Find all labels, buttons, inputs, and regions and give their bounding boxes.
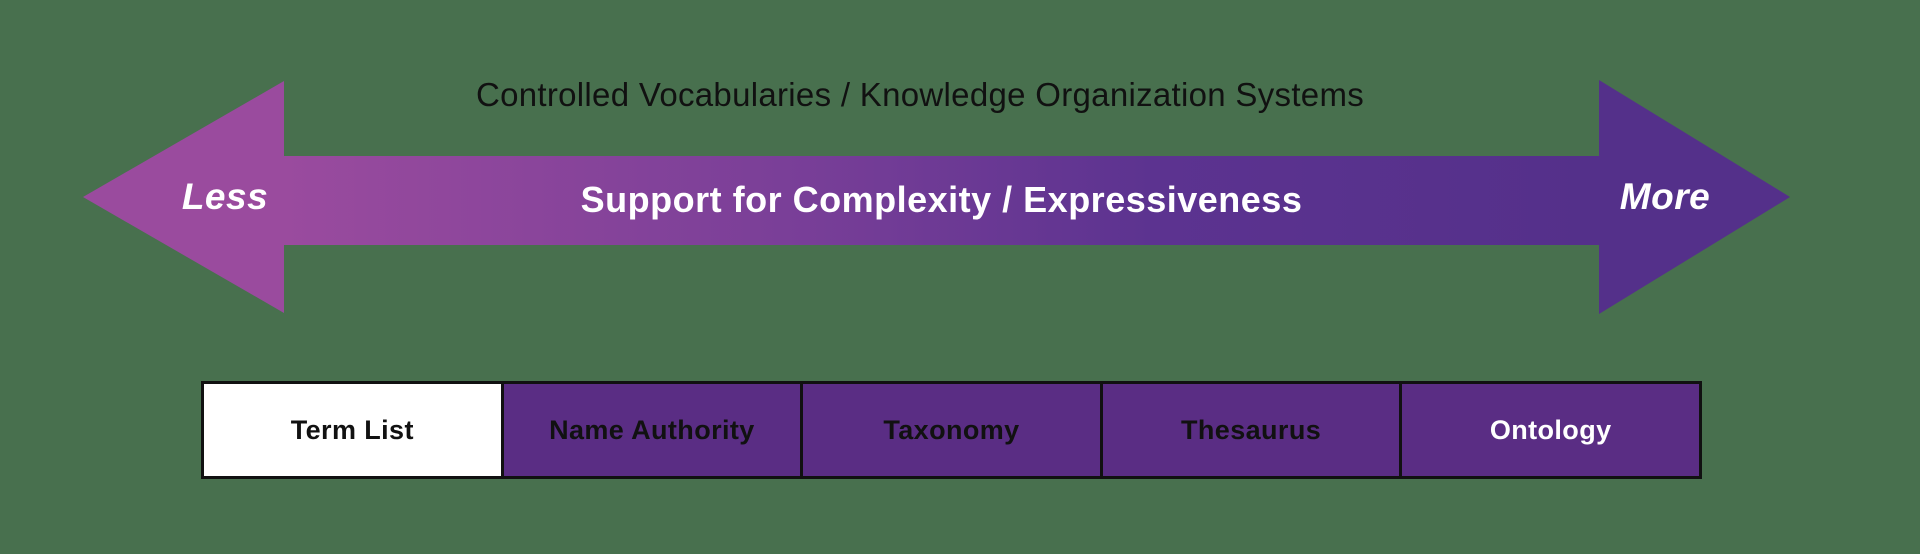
box-thesaurus: Thesaurus [1099, 384, 1400, 476]
arrow-shaft: Support for Complexity / Expressiveness [283, 156, 1600, 245]
arrow-less-label: Less [181, 176, 269, 217]
diagram-title: Controlled Vocabularies / Knowledge Orga… [475, 76, 1365, 113]
arrow-more-label: More [1619, 176, 1711, 217]
vocabulary-box-row: Term List Name Authority Taxonomy Thesau… [201, 381, 1702, 479]
box-ontology: Ontology [1399, 384, 1699, 476]
arrow-center-label: Support for Complexity / Expressiveness [580, 178, 1303, 220]
box-taxonomy: Taxonomy [800, 384, 1100, 476]
box-name-authority: Name Authority [500, 384, 801, 476]
box-term-list: Term List [204, 384, 501, 476]
